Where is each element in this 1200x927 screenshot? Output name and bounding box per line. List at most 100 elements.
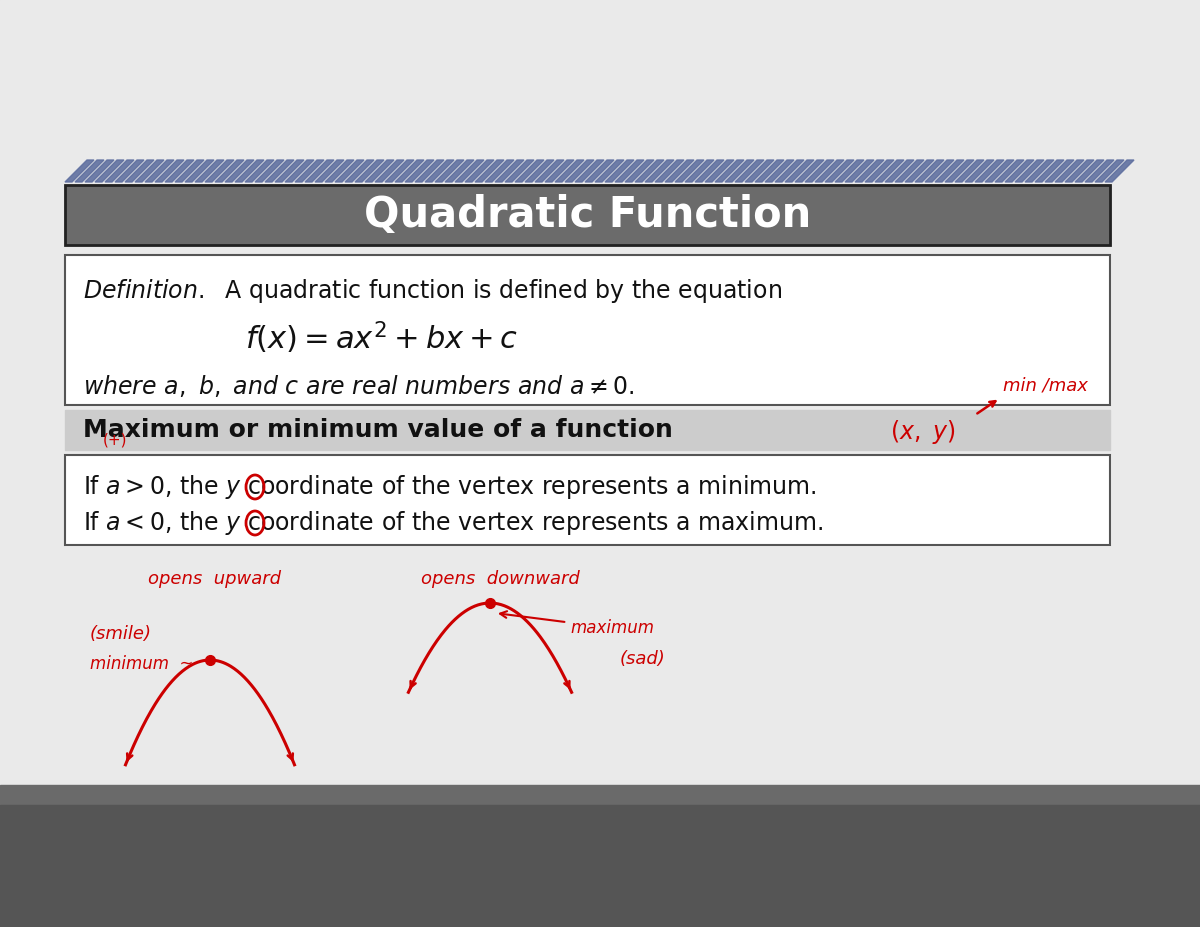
Polygon shape	[166, 160, 194, 182]
Polygon shape	[415, 160, 444, 182]
Polygon shape	[325, 160, 354, 182]
Polygon shape	[365, 160, 394, 182]
Polygon shape	[674, 160, 704, 182]
Text: minimum  ~: minimum ~	[90, 655, 193, 673]
Polygon shape	[395, 160, 424, 182]
Text: If $a < 0$, the $y$ coordinate of the vertex represents a maximum.: If $a < 0$, the $y$ coordinate of the ve…	[83, 509, 823, 537]
Polygon shape	[646, 160, 674, 182]
Polygon shape	[374, 160, 404, 182]
Polygon shape	[496, 160, 524, 182]
Polygon shape	[526, 160, 554, 182]
Polygon shape	[245, 160, 274, 182]
Polygon shape	[295, 160, 324, 182]
Polygon shape	[725, 160, 754, 182]
Polygon shape	[145, 160, 174, 182]
Polygon shape	[65, 160, 94, 182]
Polygon shape	[946, 160, 974, 182]
Text: opens  upward: opens upward	[149, 570, 282, 588]
Polygon shape	[925, 160, 954, 182]
Polygon shape	[995, 160, 1024, 182]
Polygon shape	[455, 160, 484, 182]
Polygon shape	[796, 160, 824, 182]
Polygon shape	[905, 160, 934, 182]
Polygon shape	[875, 160, 904, 182]
Polygon shape	[826, 160, 854, 182]
Polygon shape	[305, 160, 334, 182]
Bar	[65, 255, 1110, 405]
Polygon shape	[95, 160, 124, 182]
Text: Maximum or minimum value of a function: Maximum or minimum value of a function	[83, 418, 673, 442]
Polygon shape	[985, 160, 1014, 182]
Polygon shape	[74, 160, 104, 182]
Polygon shape	[916, 160, 944, 182]
Polygon shape	[1055, 160, 1084, 182]
Polygon shape	[865, 160, 894, 182]
Polygon shape	[235, 160, 264, 182]
Polygon shape	[275, 160, 304, 182]
Polygon shape	[466, 160, 494, 182]
Polygon shape	[745, 160, 774, 182]
Polygon shape	[835, 160, 864, 182]
Polygon shape	[175, 160, 204, 182]
Polygon shape	[286, 160, 314, 182]
Text: (smile): (smile)	[90, 625, 152, 643]
Polygon shape	[535, 160, 564, 182]
Polygon shape	[575, 160, 604, 182]
Polygon shape	[586, 160, 614, 182]
Polygon shape	[845, 160, 874, 182]
Text: $\mathbf{\mathit{Definition.}}$  A quadratic function is defined by the equation: $\mathbf{\mathit{Definition.}}$ A quadra…	[83, 277, 782, 305]
Polygon shape	[1066, 160, 1094, 182]
Polygon shape	[1105, 160, 1134, 182]
Bar	[0, 785, 1200, 927]
Polygon shape	[445, 160, 474, 182]
Polygon shape	[886, 160, 914, 182]
Polygon shape	[425, 160, 454, 182]
Text: $\mathit{where\ a,\ b,\ and\ c\ are\ real\ numbers\ and\ }$$\mathit{a \neq 0.}$: $\mathit{where\ a,\ b,\ and\ c\ are\ rea…	[83, 373, 635, 399]
Text: opens  downward: opens downward	[421, 570, 580, 588]
Polygon shape	[106, 160, 134, 182]
Polygon shape	[385, 160, 414, 182]
Polygon shape	[655, 160, 684, 182]
Polygon shape	[355, 160, 384, 182]
Polygon shape	[1034, 160, 1064, 182]
Polygon shape	[815, 160, 844, 182]
Text: Quadratic Function: Quadratic Function	[364, 194, 811, 236]
Polygon shape	[955, 160, 984, 182]
Polygon shape	[515, 160, 544, 182]
Bar	[0, 805, 1200, 927]
Polygon shape	[715, 160, 744, 182]
Polygon shape	[335, 160, 364, 182]
Polygon shape	[85, 160, 114, 182]
Polygon shape	[734, 160, 764, 182]
Polygon shape	[635, 160, 664, 182]
Polygon shape	[485, 160, 514, 182]
Polygon shape	[215, 160, 244, 182]
Text: min /max: min /max	[1003, 377, 1088, 395]
Polygon shape	[134, 160, 164, 182]
Polygon shape	[505, 160, 534, 182]
Polygon shape	[895, 160, 924, 182]
Polygon shape	[1075, 160, 1104, 182]
Polygon shape	[256, 160, 284, 182]
Text: $(x,\  y)$: $(x,\ y)$	[890, 418, 956, 446]
Polygon shape	[965, 160, 994, 182]
Text: maximum: maximum	[500, 611, 654, 637]
Text: If $a > 0$, the $y$ coordinate of the vertex represents a minimum.: If $a > 0$, the $y$ coordinate of the ve…	[83, 473, 816, 501]
Bar	[65, 185, 1110, 245]
Polygon shape	[605, 160, 634, 182]
Polygon shape	[595, 160, 624, 182]
Polygon shape	[706, 160, 734, 182]
Polygon shape	[755, 160, 784, 182]
Bar	[65, 410, 1110, 450]
Polygon shape	[194, 160, 224, 182]
Polygon shape	[125, 160, 154, 182]
Polygon shape	[854, 160, 884, 182]
Bar	[65, 255, 1110, 405]
Polygon shape	[205, 160, 234, 182]
Polygon shape	[265, 160, 294, 182]
Polygon shape	[155, 160, 184, 182]
Polygon shape	[695, 160, 724, 182]
Polygon shape	[974, 160, 1004, 182]
Polygon shape	[805, 160, 834, 182]
Bar	[65, 455, 1110, 545]
